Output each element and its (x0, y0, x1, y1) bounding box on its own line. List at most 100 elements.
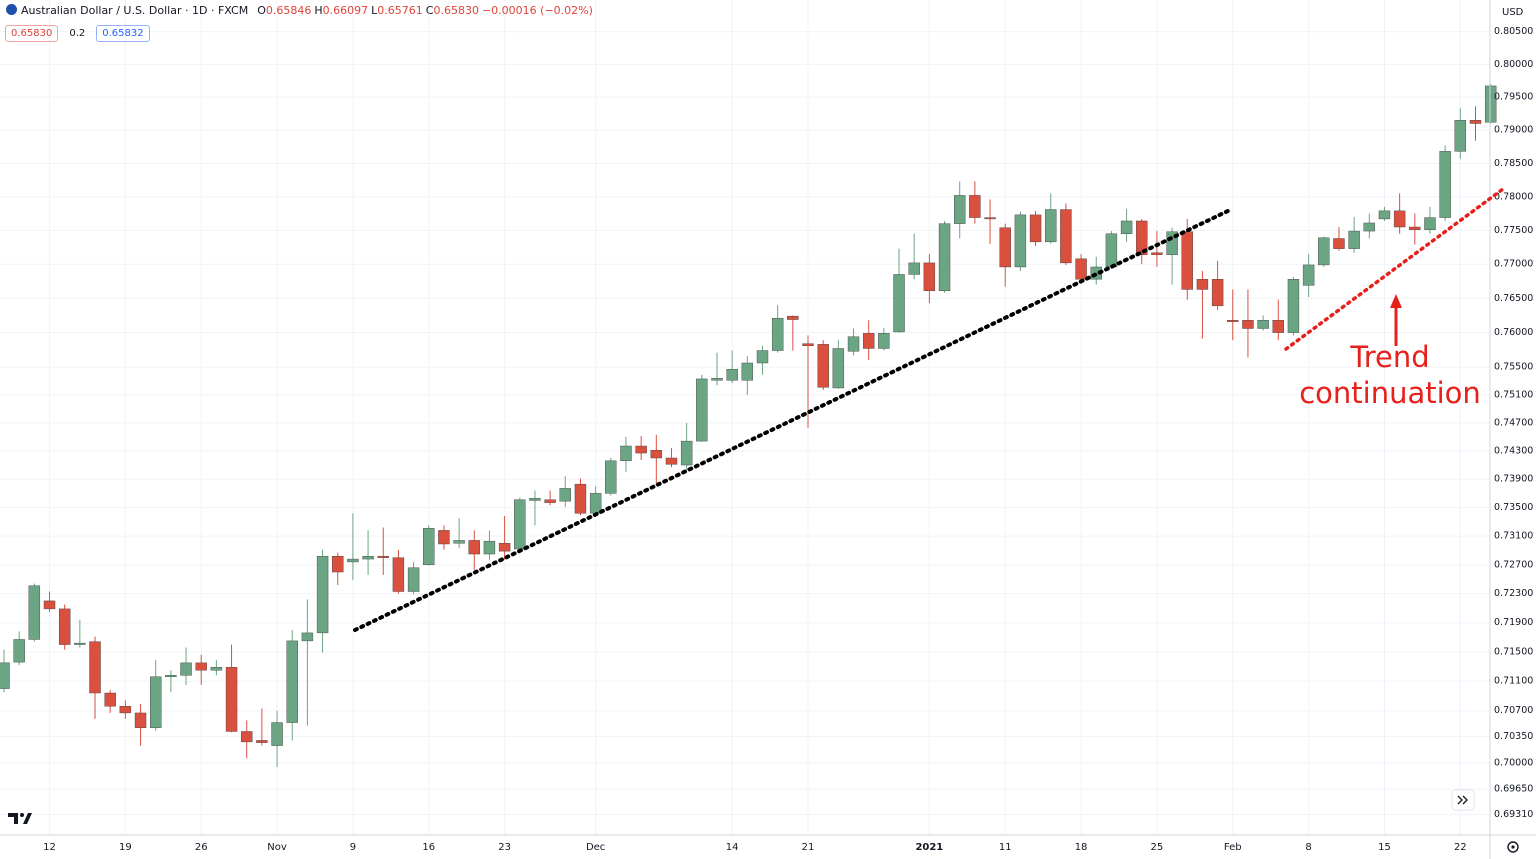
readout-value: 0.66097 (322, 4, 369, 17)
candle-body (1348, 230, 1360, 249)
candle-body (514, 499, 526, 550)
trendline (353, 207, 1234, 632)
annotation-line: Trend (1349, 340, 1429, 374)
y-tick-label: 0.69310 (1494, 809, 1533, 820)
symbol-title: Australian Dollar / U.S. Dollar · 1D · F… (21, 4, 249, 17)
candle-body (453, 540, 465, 544)
annotation-arrowhead (1390, 294, 1402, 308)
candle-body (1242, 320, 1254, 329)
candle-body (1211, 279, 1224, 307)
y-tick-label: 0.73100 (1494, 531, 1533, 542)
candle-body (0, 662, 10, 689)
candle-body (468, 540, 480, 555)
x-tick-label: 2021 (915, 842, 943, 853)
candle-body (119, 706, 132, 714)
y-tick-label: 0.74700 (1494, 417, 1533, 428)
candle-body (589, 493, 602, 514)
candle-body (1302, 264, 1315, 286)
readout-value: 0.65846 (265, 4, 312, 17)
candle-body (1136, 220, 1148, 255)
candle-body (1272, 320, 1284, 333)
scroll-button[interactable] (1451, 789, 1475, 811)
readout-value: 0.65830 (433, 4, 479, 17)
candle-body (225, 667, 238, 732)
readout-key: C (425, 4, 434, 17)
trendline-continuation (1284, 187, 1505, 351)
candle-body (711, 378, 723, 381)
candle-body (1014, 214, 1027, 268)
candle-body (1045, 209, 1057, 243)
candle-body (878, 333, 890, 349)
candle-body (726, 369, 738, 381)
candle-body (1075, 258, 1087, 280)
settings-icon[interactable] (1507, 841, 1519, 853)
readout-value: −0.00016 (−0.02%) (481, 4, 593, 17)
x-tick-label: 12 (43, 842, 56, 853)
candle-body (332, 555, 344, 573)
candle-body (665, 457, 678, 465)
candle-body (195, 662, 207, 671)
candle-body (605, 460, 617, 494)
candle-body (316, 555, 329, 634)
y-tick-label: 0.72300 (1494, 588, 1533, 599)
x-tick-label: 19 (119, 842, 132, 853)
y-tick-label: 0.80500 (1494, 26, 1533, 37)
candle-body (908, 262, 920, 275)
candle-body (1257, 320, 1269, 329)
sell-quote[interactable]: 0.65830 (5, 25, 59, 42)
candle-body (1029, 214, 1042, 243)
candle-body (923, 262, 936, 292)
candle-body (832, 348, 845, 389)
candle-body (1181, 231, 1193, 290)
x-tick-label: 16 (422, 842, 435, 853)
candle-body (1363, 222, 1376, 232)
x-tick-label: Dec (586, 842, 605, 853)
x-tick-label: 26 (195, 842, 208, 853)
ohlc-readout: O0.65846 H0.66097 L0.65761 C0.65830 −0.00016… (254, 4, 593, 17)
candle-body (635, 445, 647, 454)
candle-body (286, 640, 298, 723)
y-tick-label: 0.80000 (1494, 59, 1533, 70)
y-tick-label: 0.72700 (1494, 559, 1533, 570)
y-tick-label: 0.78500 (1494, 158, 1533, 169)
candle-body (134, 712, 147, 728)
y-tick-label: 0.77500 (1494, 225, 1533, 236)
y-tick-label: 0.78000 (1494, 191, 1533, 202)
buy-quote[interactable]: 0.65832 (96, 25, 150, 42)
y-tick-label: 0.75500 (1494, 362, 1533, 373)
candle-body (1484, 85, 1497, 123)
candle-body (756, 350, 769, 364)
candle-body (696, 378, 708, 442)
candle-body (741, 362, 754, 381)
scroll-icon (1457, 795, 1468, 805)
candle-body (938, 223, 951, 292)
candle-body (771, 317, 784, 351)
settings-button[interactable] (1507, 841, 1519, 853)
candle-body (1393, 210, 1406, 228)
candle-body (1318, 237, 1330, 266)
x-tick-label: 25 (1151, 842, 1164, 853)
y-tick-label: 0.79000 (1494, 125, 1533, 136)
y-tick-label: 0.77000 (1494, 259, 1533, 270)
y-tick-label: 0.71900 (1494, 617, 1533, 628)
candle-body (392, 557, 405, 592)
candle-body (13, 639, 25, 663)
y-tick-label: 0.70700 (1494, 705, 1533, 716)
x-tick-label: 9 (350, 842, 356, 853)
symbol-header: Australian Dollar / U.S. Dollar · 1D · F… (6, 4, 593, 17)
candle-body (180, 662, 192, 676)
y-tick-label: 0.76500 (1494, 293, 1533, 304)
y-tick-label: 0.71100 (1494, 676, 1533, 687)
scroll-button-box[interactable] (1451, 789, 1475, 811)
candle-body (149, 676, 162, 728)
y-tick-label: 0.76000 (1494, 327, 1533, 338)
y-tick-label: 0.69650 (1494, 783, 1533, 794)
tradingview-logo (8, 813, 32, 824)
candle-body (1333, 238, 1345, 249)
x-tick-label: 23 (498, 842, 511, 853)
candle-body (241, 731, 253, 743)
candle-body (1409, 226, 1421, 230)
x-tick-label: 18 (1075, 842, 1088, 853)
x-tick-label: 21 (802, 842, 815, 853)
